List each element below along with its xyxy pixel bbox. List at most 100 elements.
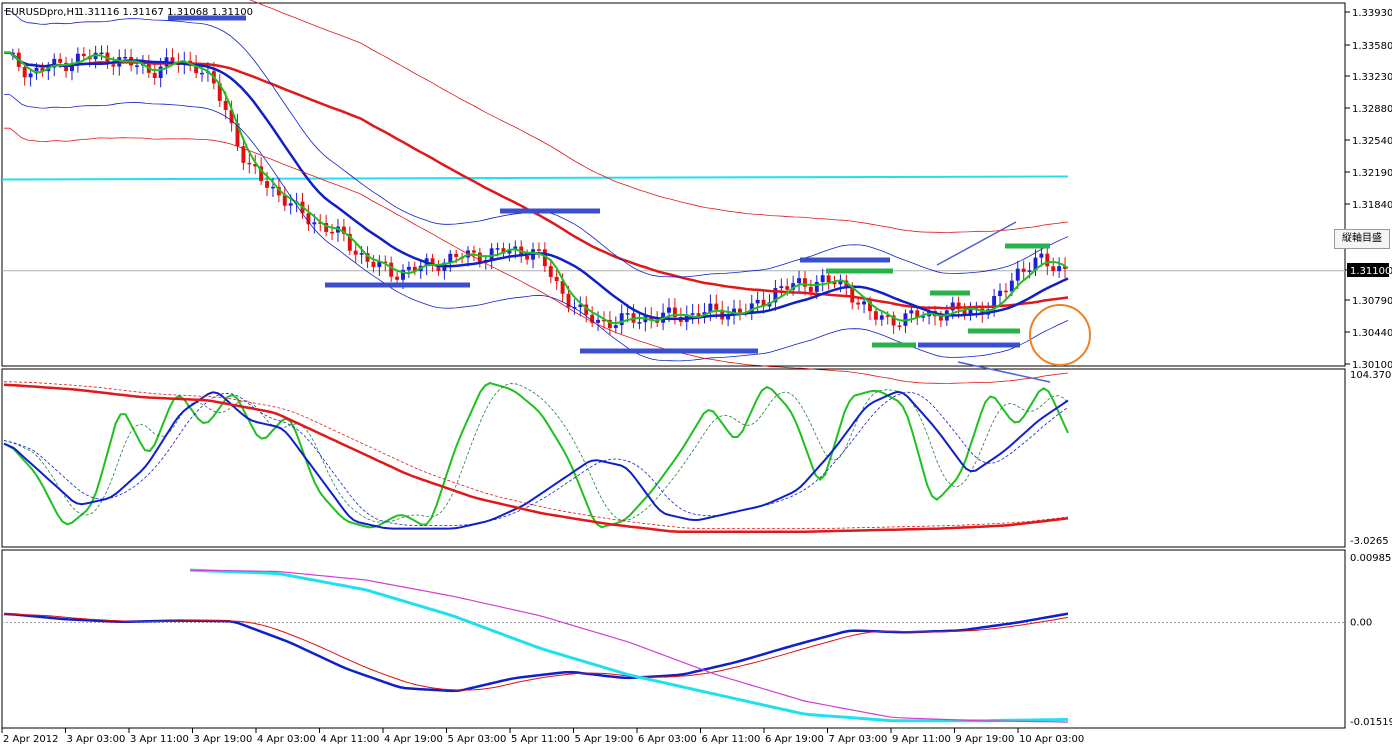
candle-body	[513, 246, 518, 250]
candle-body	[271, 186, 275, 189]
candle-body	[501, 248, 506, 254]
candle-body	[194, 64, 199, 74]
candle-body	[1009, 280, 1014, 292]
divergence-line	[957, 361, 1051, 383]
price-tick-label: 1.31840	[1352, 200, 1392, 211]
candle-body	[850, 287, 855, 303]
candle-body	[714, 303, 719, 310]
candle-body	[1045, 253, 1050, 267]
candle-body	[123, 56, 128, 59]
candle-body	[359, 253, 364, 255]
candle-body	[312, 222, 317, 225]
candle-body	[998, 290, 1002, 297]
candle-body	[968, 308, 973, 315]
price-tick-label: 1.32190	[1352, 168, 1392, 179]
price-tick-label: 1.33580	[1352, 41, 1392, 52]
candle-body	[732, 308, 736, 316]
candle-body	[584, 304, 589, 315]
candle-body	[548, 266, 553, 277]
osc-min-label: -3.0265	[1350, 536, 1389, 547]
candle-body	[389, 262, 394, 277]
candle-body	[22, 66, 27, 78]
time-tick-label: 2 Apr 2012	[3, 734, 58, 745]
candle-body	[318, 222, 323, 224]
candle-body	[111, 64, 116, 67]
candle-body	[401, 269, 405, 280]
candle-body	[838, 280, 843, 285]
candle-body	[330, 231, 335, 234]
osc-line	[3, 390, 1069, 530]
candle-body	[1057, 266, 1062, 272]
candle-body	[690, 313, 695, 315]
candle-body	[507, 249, 512, 254]
candle-body	[495, 248, 500, 250]
time-tick-label: 10 Apr 03:00	[1019, 734, 1084, 745]
osc-signal-line	[3, 391, 1069, 526]
candle-body	[347, 233, 352, 251]
time-tick-label: 4 Apr 11:00	[321, 734, 380, 745]
candle-body	[873, 311, 878, 320]
candle-body	[430, 258, 435, 265]
candle-body	[406, 266, 411, 270]
time-tick-label: 3 Apr 03:00	[67, 734, 126, 745]
candle-body	[448, 253, 453, 263]
time-tick-label: 7 Apr 03:00	[829, 734, 888, 745]
candle-body	[81, 53, 86, 57]
osc-signal-line	[4, 381, 1069, 529]
candle-body	[749, 303, 754, 313]
candle-body	[797, 278, 801, 284]
candle-body	[276, 186, 281, 196]
candle-body	[915, 310, 920, 318]
candle-body	[578, 304, 583, 308]
osc-max-label: 104.3708	[1350, 370, 1392, 381]
time-tick-label: 4 Apr 19:00	[384, 734, 443, 745]
time-tick-label: 3 Apr 11:00	[130, 734, 189, 745]
time-tick-label: 4 Apr 03:00	[257, 734, 316, 745]
current-price-box	[1347, 263, 1389, 277]
candle-body	[365, 253, 370, 262]
candle-body	[667, 307, 671, 313]
candle-body	[726, 315, 731, 320]
candle-body	[223, 100, 228, 110]
candle-body	[395, 276, 400, 280]
long-trend-line	[189, 568, 1069, 723]
candle-body	[868, 301, 872, 312]
candle-body	[596, 319, 601, 323]
candle-body	[34, 67, 39, 74]
candle-body	[637, 322, 642, 324]
candle-body	[696, 313, 701, 318]
candle-body	[353, 250, 358, 255]
candle-body	[477, 252, 482, 263]
chart-ohlc-label: 1.31116 1.31167 1.31068 1.31100	[78, 7, 253, 18]
candle-body	[542, 249, 547, 267]
candle-body	[288, 203, 293, 206]
candle-body	[1027, 270, 1032, 272]
long-signal-line	[189, 569, 1069, 723]
candle-body	[625, 313, 630, 315]
candle-body	[602, 319, 606, 322]
candle-body	[282, 195, 287, 206]
band-upper-outer	[248, 0, 1069, 234]
candle-body	[217, 83, 222, 101]
candle-body	[737, 308, 742, 313]
candle-body	[779, 286, 784, 289]
time-tick-label: 5 Apr 03:00	[448, 734, 507, 745]
candle-body	[10, 52, 15, 55]
macd-signal-line	[3, 613, 1069, 691]
candle-body	[371, 261, 376, 267]
candle-body	[672, 307, 677, 317]
candle-body	[525, 255, 530, 260]
candle-body	[1021, 268, 1026, 272]
price-tick-label: 1.33930	[1352, 8, 1392, 19]
candle-body	[956, 302, 961, 310]
candle-body	[52, 58, 57, 68]
candle-body	[808, 286, 813, 292]
candle-body	[832, 282, 837, 285]
candle-body	[761, 299, 766, 307]
ma-fast-line	[4, 51, 1069, 325]
candle-body	[324, 222, 329, 232]
candle-body	[773, 288, 778, 303]
osc-panel-frame	[1, 368, 1346, 548]
candle-body	[590, 314, 595, 323]
